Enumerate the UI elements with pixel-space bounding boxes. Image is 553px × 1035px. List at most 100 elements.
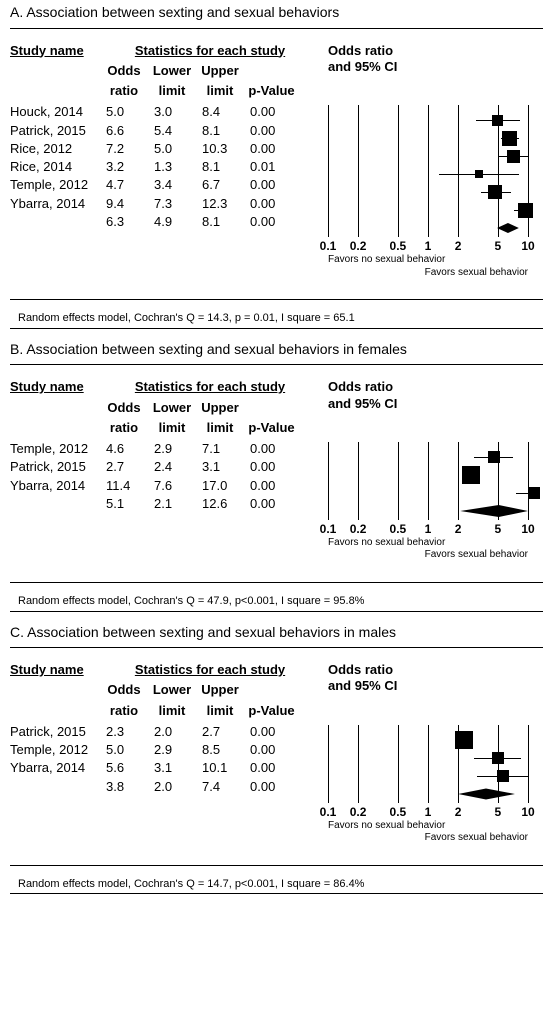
cell-study: Ybarra, 2014 — [10, 195, 100, 213]
gridline — [428, 105, 429, 237]
forest-plot — [328, 695, 528, 803]
tick-label: 2 — [446, 805, 470, 820]
tick-label: 0.2 — [346, 239, 370, 254]
cell-hi: 8.1 — [196, 122, 244, 140]
table-row: Rice, 20143.21.38.10.01 — [10, 158, 299, 176]
tick-label: 0.5 — [386, 805, 410, 820]
gridline — [328, 725, 329, 803]
tick-label: 0.5 — [386, 239, 410, 254]
cell-or: 5.6 — [100, 759, 148, 777]
cell-or: 4.7 — [100, 176, 148, 194]
cell-study: Patrick, 2015 — [10, 122, 100, 140]
table-row: Temple, 20125.02.98.50.00 — [10, 741, 299, 759]
cell-p: 0.00 — [244, 741, 299, 759]
tick-label: 10 — [516, 805, 540, 820]
tick-label: 0.1 — [316, 239, 340, 254]
cell-lo: 3.0 — [148, 103, 196, 121]
cell-hi: 3.1 — [196, 458, 244, 476]
cell-study: Houck, 2014 — [10, 103, 100, 121]
panel-B: B. Association between sexting and sexua… — [0, 337, 553, 612]
hdr-or: Odds ratioand 95% CI — [328, 662, 543, 695]
rule — [10, 28, 543, 29]
cell-p: 0.00 — [244, 723, 299, 741]
cell-p: 0.00 — [244, 195, 299, 213]
point-marker — [475, 170, 483, 178]
cell-p: 0.01 — [244, 158, 299, 176]
point-marker — [462, 466, 480, 484]
table-row: Temple, 20124.62.97.10.00 — [10, 440, 299, 458]
axis-labels: 0.10.20.512510 — [328, 805, 528, 819]
gridline — [458, 105, 459, 237]
cell-study: Ybarra, 2014 — [10, 759, 100, 777]
gridline — [328, 442, 329, 520]
panel-A: A. Association between sexting and sexua… — [0, 0, 553, 329]
cell-or: 4.6 — [100, 440, 148, 458]
axis-labels: 0.10.20.512510 — [328, 522, 528, 536]
cell-hi: 2.7 — [196, 723, 244, 741]
gridline — [428, 442, 429, 520]
cell-p: 0.00 — [244, 176, 299, 194]
table-row: Patrick, 20156.65.48.10.00 — [10, 122, 299, 140]
cell-p: 0.00 — [244, 122, 299, 140]
point-marker — [455, 731, 473, 749]
gridline — [358, 725, 359, 803]
cell-p: 0.00 — [244, 103, 299, 121]
cell-p: 0.00 — [244, 458, 299, 476]
cell-hi: 6.7 — [196, 176, 244, 194]
footer-note: Random effects model, Cochran's Q = 14.7… — [18, 878, 543, 892]
table-row: Rice, 20127.25.010.30.00 — [10, 140, 299, 158]
tick-label: 0.2 — [346, 522, 370, 537]
hdr-study: Study name — [10, 379, 110, 395]
point-marker — [518, 203, 533, 218]
cell-or: 6.6 — [100, 122, 148, 140]
point-marker — [502, 131, 517, 146]
cell-or: 11.4 — [100, 477, 148, 495]
cell-study: Rice, 2012 — [10, 140, 100, 158]
gridline — [428, 725, 429, 803]
summary-row: 3.82.07.40.00 — [10, 778, 299, 796]
cell-study: Ybarra, 2014 — [10, 477, 100, 495]
tick-label: 5 — [486, 522, 510, 537]
tick-label: 0.1 — [316, 522, 340, 537]
cell-p: 0.00 — [244, 440, 299, 458]
table-row: Patrick, 20152.72.43.10.00 — [10, 458, 299, 476]
gridline — [398, 105, 399, 237]
hdr-stats: Statistics for each study — [110, 379, 310, 395]
hdr-or: Odds ratioand 95% CI — [328, 379, 543, 412]
tick-label: 0.1 — [316, 805, 340, 820]
cell-or: 5.0 — [100, 103, 148, 121]
tick-label: 1 — [416, 239, 440, 254]
summary-diamond — [497, 223, 519, 233]
table-row: Ybarra, 20149.47.312.30.00 — [10, 195, 299, 213]
cell-hi: 12.3 — [196, 195, 244, 213]
hdr-or: Odds ratioand 95% CI — [328, 43, 543, 76]
point-marker — [488, 185, 502, 199]
table-row: Ybarra, 20145.63.110.10.00 — [10, 759, 299, 777]
point-marker — [497, 770, 509, 782]
tick-label: 10 — [516, 239, 540, 254]
cell-study: Temple, 2012 — [10, 741, 100, 759]
summary-row: 6.34.98.10.00 — [10, 213, 299, 231]
cell-hi: 10.3 — [196, 140, 244, 158]
cell-study: Temple, 2012 — [10, 440, 100, 458]
tick-label: 5 — [486, 805, 510, 820]
forest-plot — [328, 75, 528, 237]
cell-or: 9.4 — [100, 195, 148, 213]
cell-lo: 7.3 — [148, 195, 196, 213]
tick-label: 5 — [486, 239, 510, 254]
hdr-stats: Statistics for each study — [110, 662, 310, 678]
cell-lo: 1.3 — [148, 158, 196, 176]
gridline — [398, 725, 399, 803]
cell-p: 0.00 — [244, 477, 299, 495]
stats-table: Temple, 20124.62.97.10.00Patrick, 20152.… — [10, 440, 299, 513]
panel-title: B. Association between sexting and sexua… — [10, 341, 543, 359]
gridline — [498, 725, 499, 803]
gridline — [528, 442, 529, 520]
gridline — [358, 105, 359, 237]
stats-table: Patrick, 20152.32.02.70.00Temple, 20125.… — [10, 723, 299, 796]
favors-labels: Favors no sexual behaviorFavors sexual b… — [328, 820, 528, 845]
cell-lo: 2.9 — [148, 440, 196, 458]
table-row: Ybarra, 201411.47.617.00.00 — [10, 477, 299, 495]
gridline — [458, 442, 459, 520]
summary-row: 5.12.112.60.00 — [10, 495, 299, 513]
